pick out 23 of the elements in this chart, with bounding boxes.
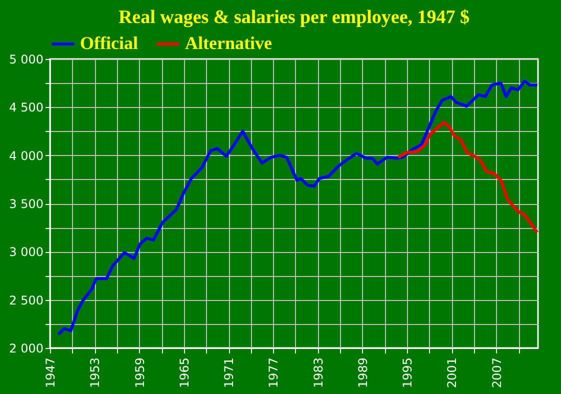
x-tick-label: 2007 <box>490 358 504 388</box>
x-tick-label: 1953 <box>88 358 102 388</box>
x-tick-label: 1947 <box>44 358 58 388</box>
y-tick-label: 4 000 <box>9 148 44 163</box>
x-tick-label: 1977 <box>266 358 281 388</box>
y-tick-label: 3 000 <box>9 245 44 260</box>
y-tick-label: 5 000 <box>9 52 44 66</box>
x-tick-label: 1995 <box>400 358 415 388</box>
legend-label: Official <box>80 33 138 53</box>
x-tick-label: 1971 <box>222 358 236 388</box>
line-series <box>396 121 539 234</box>
y-tick-label: 2 500 <box>9 293 44 308</box>
x-tick-label: 1989 <box>356 358 370 388</box>
y-tick-label: 4 500 <box>9 100 44 115</box>
line-series <box>56 80 539 336</box>
x-tick-label: 2001 <box>445 358 460 388</box>
x-tick-label: 1983 <box>311 358 326 388</box>
x-tick-label: 1959 <box>132 358 147 388</box>
y-tick-label: 3 500 <box>9 197 44 211</box>
y-tick-label: 2 000 <box>9 342 44 356</box>
x-tick-label: 1965 <box>177 358 192 388</box>
chart-title: Real wages & salaries per employee, 1947 $ <box>118 7 470 28</box>
legend-label: Alternative <box>185 33 272 53</box>
